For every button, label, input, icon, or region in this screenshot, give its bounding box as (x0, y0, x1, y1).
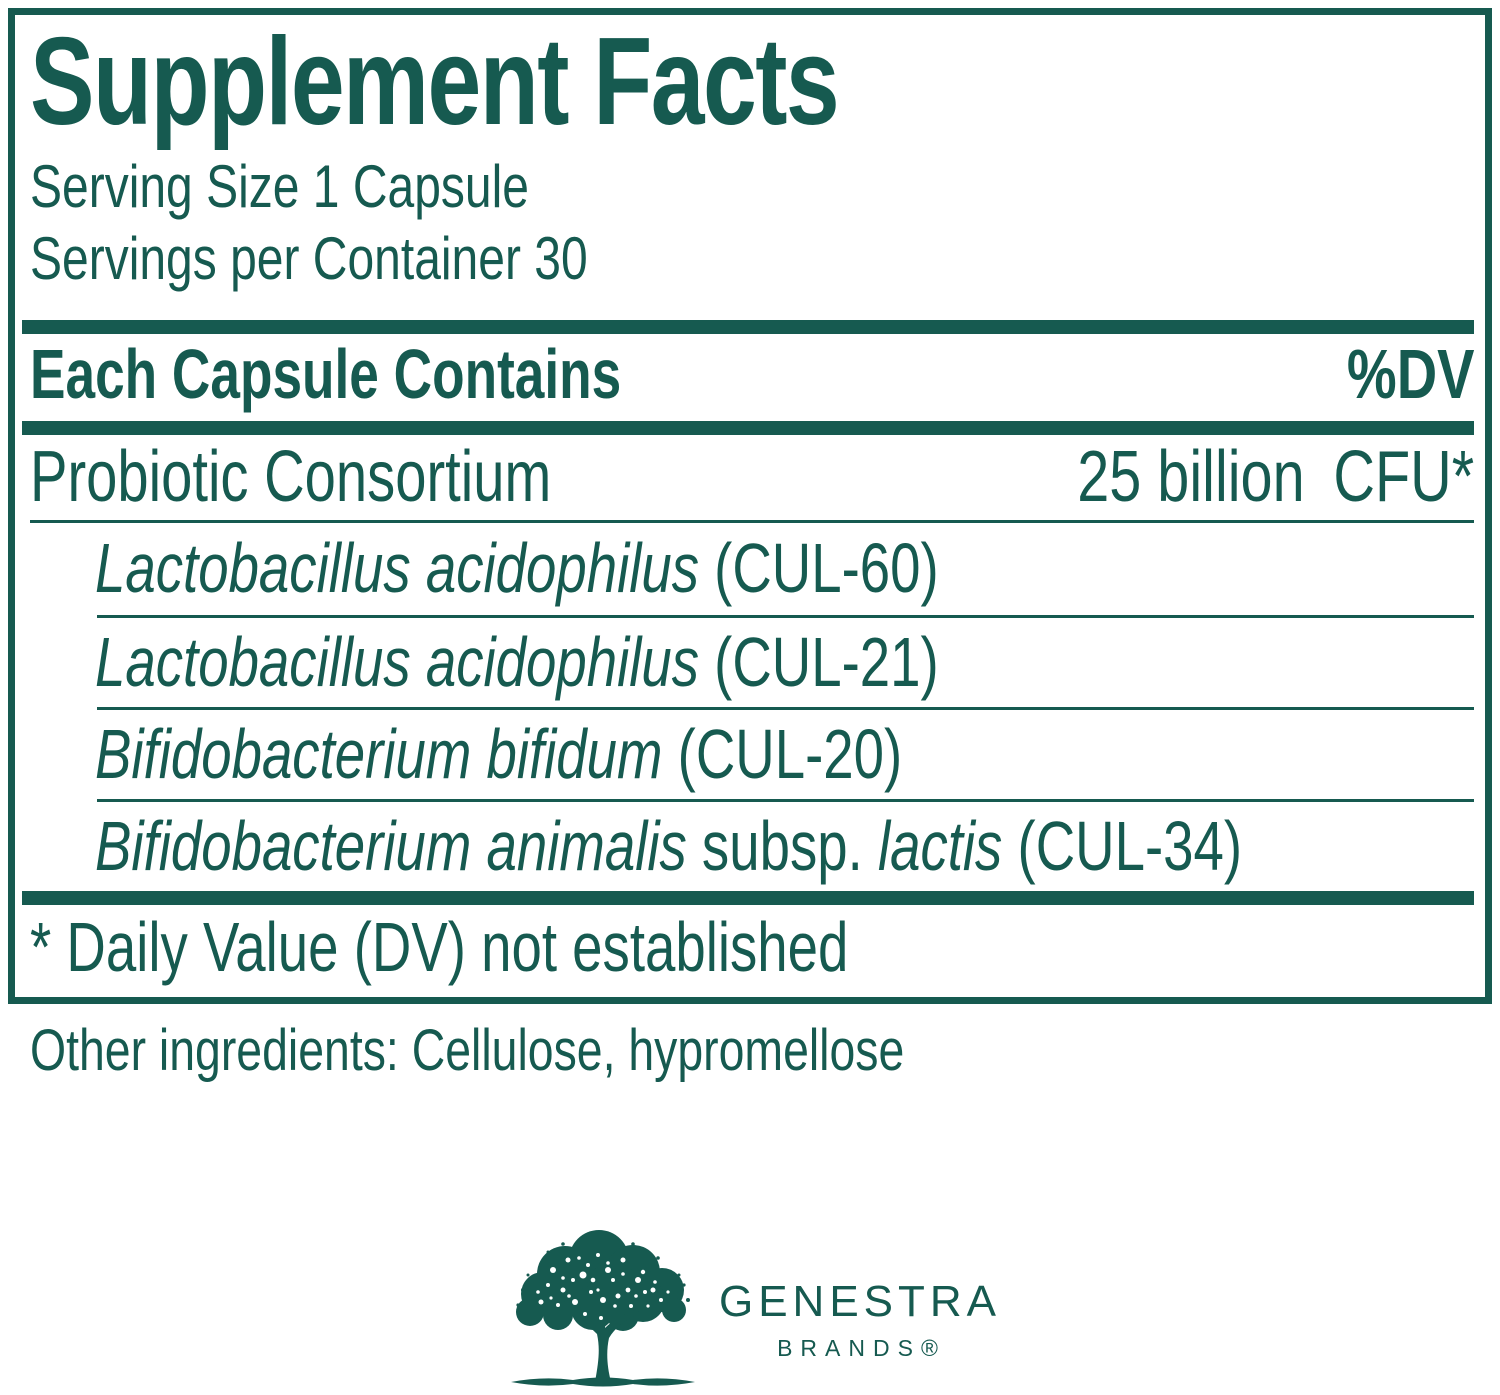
ingredient-name: Lactobacillus acidophilus (95, 529, 700, 607)
brand-subtitle: BRANDS® (777, 1335, 946, 1361)
supplement-facts-panel (8, 8, 1492, 1004)
column-header-contains: Each Capsule Contains (30, 335, 622, 413)
column-header-dv: %DV (1346, 335, 1474, 413)
ingredient-code: (CUL-21) (699, 623, 939, 701)
separator-line (97, 799, 1474, 802)
serving-size: Serving Size 1 Capsule (30, 153, 529, 220)
nutrient-row: Probiotic Consortium 25 billion CFU* (30, 441, 1474, 513)
divider-bar-middle (22, 421, 1474, 435)
ingredient-row-cul34: Bifidobacterium animalis subsp. lactis (… (95, 811, 1242, 881)
ingredient-code: (CUL-34) (1002, 807, 1243, 885)
separator-line (97, 615, 1474, 618)
ingredient-name: Lactobacillus acidophilus (95, 623, 700, 701)
dv-footnote: * Daily Value (DV) not established (30, 908, 849, 986)
ingredient-row-cul20: Bifidobacterium bifidum (CUL-20) (95, 719, 902, 789)
nutrient-name: Probiotic Consortium (30, 437, 552, 517)
ingredient-code: (CUL-20) (662, 715, 903, 793)
divider-bar-top (22, 320, 1474, 334)
nutrient-amount-group: 25 billion CFU* (1077, 441, 1474, 513)
nutrient-amount: 25 billion (1077, 437, 1305, 517)
servings-per-container: Servings per Container 30 (30, 225, 588, 292)
divider-bar-bottom (22, 891, 1474, 905)
ingredient-name: Bifidobacterium animalis (95, 807, 687, 885)
panel-title: Supplement Facts (30, 13, 840, 151)
separator-line (97, 707, 1474, 710)
ingredient-subsp: subsp. (686, 807, 878, 885)
other-ingredients: Other ingredients: Cellulose, hypromello… (30, 1018, 905, 1083)
brand-text: GENESTRA BRANDS® (700, 1280, 1015, 1360)
brand-name: GENESTRA (718, 1277, 1002, 1326)
ingredient-strain: lactis (877, 807, 1003, 885)
ingredient-row-cul60: Lactobacillus acidophilus (CUL-60) (95, 533, 939, 603)
ingredient-code: (CUL-60) (699, 529, 939, 607)
ingredient-row-cul21: Lactobacillus acidophilus (CUL-21) (95, 627, 939, 697)
separator-line (30, 520, 1474, 523)
brand-logo (503, 1230, 703, 1395)
nutrient-unit: CFU* (1333, 437, 1474, 517)
tree-icon (511, 1230, 695, 1387)
column-header-row: Each Capsule Contains %DV (30, 339, 1474, 409)
ingredient-name: Bifidobacterium bifidum (95, 715, 663, 793)
